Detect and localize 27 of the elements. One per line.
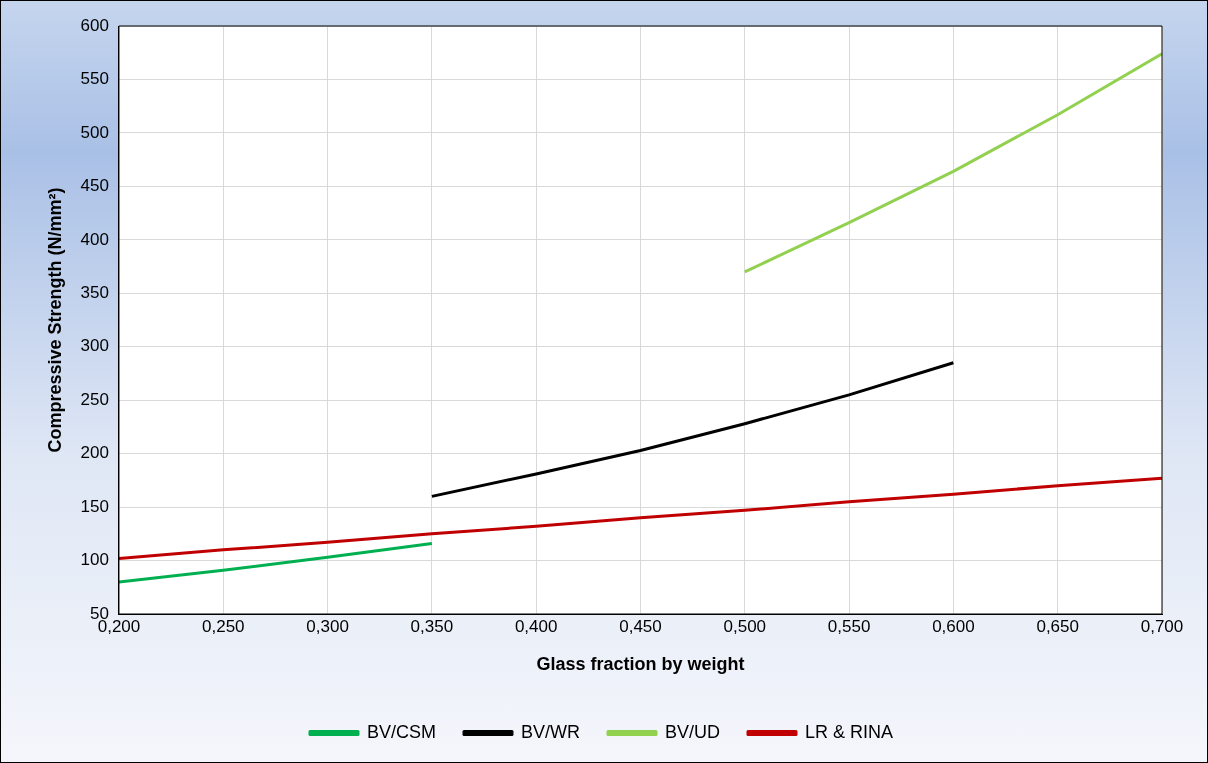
legend-label: BV/WR (520, 721, 580, 742)
y-axis-title: Compressive Strength (N/mm²) (44, 187, 65, 453)
x-tick-label: 0,450 (619, 616, 662, 636)
y-tick-label: 550 (80, 69, 109, 89)
y-tick-label: 100 (80, 550, 109, 570)
x-tick-label: 0,700 (1140, 616, 1184, 636)
x-tick-label: 0,400 (514, 616, 558, 636)
legend-label: BV/UD (664, 721, 721, 742)
x-tick-label: 0,600 (932, 616, 975, 636)
y-tick-label: 500 (80, 122, 109, 142)
x-tick-label: 0,500 (723, 616, 767, 636)
y-tick-label: 350 (80, 282, 109, 302)
x-axis-title: Glass fraction by weight (536, 654, 745, 675)
legend-label: BV/CSM (366, 721, 436, 742)
x-tick-label: 0,550 (827, 616, 871, 636)
y-tick-label: 600 (80, 15, 109, 35)
x-tick-label: 0,350 (410, 616, 454, 636)
y-tick-label: 450 (80, 176, 109, 196)
y-tick-label: 150 (80, 496, 109, 516)
y-tick-label: 300 (80, 336, 109, 356)
y-tick-label: 200 (80, 443, 109, 463)
x-tick-label: 0,250 (201, 616, 245, 636)
y-tick-label: 400 (80, 229, 109, 249)
y-tick-label: 250 (80, 389, 109, 409)
legend-label: LR & RINA (805, 721, 894, 742)
x-tick-label: 0,650 (1036, 616, 1079, 636)
x-tick-label: 0,300 (306, 616, 349, 636)
